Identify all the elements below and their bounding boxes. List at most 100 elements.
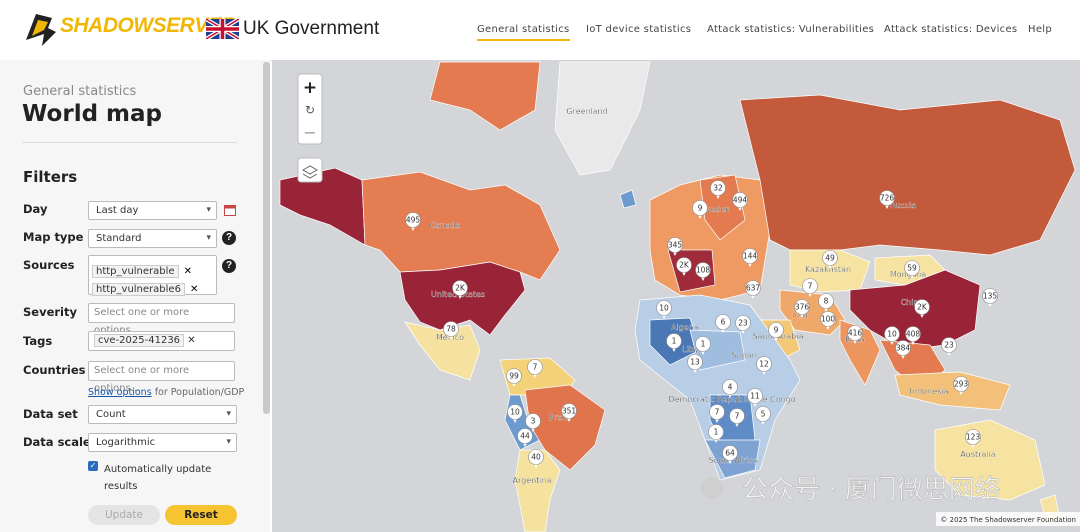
marker-pin [506,368,522,384]
marker[interactable]: 5 [755,406,771,426]
marker[interactable]: 7 [527,359,543,379]
marker-pin [732,192,748,208]
marker[interactable]: 78 [443,321,459,341]
marker-label: 13 [690,358,700,367]
marker[interactable]: 416 [847,325,863,345]
marker[interactable]: 3 [525,413,541,433]
marker-label: 2K [917,303,928,312]
marker-label: 99 [509,372,519,381]
checkbox-label-line: Automatically update [104,464,212,475]
map-type-select[interactable]: Standard [88,229,217,248]
marker[interactable]: 1 [666,333,682,353]
marker[interactable]: 10 [884,326,900,346]
marker[interactable]: 7 [729,408,745,428]
marker[interactable]: 59 [904,260,920,280]
nav-link[interactable]: General statistics [477,24,570,41]
marker[interactable]: 2K [914,299,930,319]
marker[interactable]: 144 [742,248,758,268]
marker-label: 7 [735,412,740,421]
marker[interactable]: 64 [722,445,738,465]
marker[interactable]: 12 [756,356,772,376]
field-label: Tags [23,334,53,348]
marker[interactable]: 23 [735,315,751,335]
country-label: Kazakhstan [805,265,851,274]
marker[interactable]: 8 [818,293,834,313]
reset-button[interactable]: Reset [165,505,237,525]
layers-button[interactable] [297,157,323,183]
data-set-select[interactable]: Count [88,405,237,424]
marker[interactable]: 293 [953,376,969,396]
marker[interactable]: 384 [895,340,911,360]
help-icon[interactable]: ? [222,231,236,245]
marker[interactable]: 408 [905,326,921,346]
marker-label: 123 [966,433,981,442]
marker[interactable]: 376 [794,299,810,319]
zoom-in[interactable]: + [303,78,317,98]
marker[interactable]: 108 [695,262,711,282]
marker[interactable]: 726 [879,190,895,210]
marker[interactable]: 2K [452,280,468,300]
marker[interactable]: 11 [747,388,763,408]
marker-label: 2K [679,261,690,270]
marker-pin [822,250,838,266]
update-button[interactable]: Update [88,505,160,525]
checkbox[interactable]: ✓ [88,461,98,471]
marker[interactable]: 494 [732,192,748,212]
sources-input[interactable]: http_vulnerable ✕ http_vulnerable6 ✕ [88,255,217,297]
marker-label: 494 [733,196,748,205]
marker[interactable]: 49 [822,250,838,270]
day-select[interactable]: Last day [88,201,217,220]
scrollbar[interactable] [263,62,270,414]
marker[interactable]: 6 [715,314,731,334]
marker[interactable]: 351 [561,403,577,423]
marker[interactable]: 123 [965,429,981,449]
tags-input[interactable]: cve-2025-41236 ✕ [88,331,235,351]
help-icon[interactable]: ? [222,259,236,273]
show-options-link[interactable]: Show options [88,387,152,398]
marker[interactable]: 32 [710,180,726,200]
reset-view[interactable]: ↻ [305,103,315,117]
country-label: South Africa [709,456,758,465]
marker[interactable]: 23 [941,337,957,357]
marker[interactable]: 1 [708,424,724,444]
marker[interactable]: 345 [667,237,683,257]
data-scale-select[interactable]: Logarithmic [88,433,237,452]
nav-link[interactable]: Attack statistics: Vulnerabilities [707,24,875,35]
marker[interactable]: 10 [507,404,523,424]
marker[interactable]: 13 [687,354,703,374]
layers-icon [301,165,319,179]
marker-label: 2K [455,284,466,293]
marker[interactable]: 2K [676,257,692,277]
zoom-out[interactable]: − [303,123,316,142]
marker[interactable]: 1 [695,336,711,356]
marker-label: 100 [821,315,836,324]
marker[interactable]: 9 [768,322,784,342]
severity-input[interactable]: Select one or more options... [88,303,235,336]
marker[interactable]: 99 [506,368,522,388]
countries-input[interactable]: Select one or more options... [88,361,235,394]
marker-pin [905,326,921,342]
marker[interactable]: 4 [722,379,738,399]
nav-link[interactable]: IoT device statistics [586,24,692,35]
marker[interactable]: 7 [709,404,725,424]
marker-label: 10 [659,304,669,313]
marker-label: 64 [725,449,735,458]
calendar-icon[interactable] [224,204,236,216]
marker[interactable]: 100 [820,311,836,331]
marker-label: 1 [701,340,706,349]
marker[interactable]: 9 [692,200,708,220]
marker[interactable]: 7 [802,278,818,298]
marker[interactable]: 637 [745,280,761,300]
marker[interactable]: 135 [982,288,998,308]
watermark: 公众号 · 厦门微思网络 [701,475,1001,505]
country-label: the Congo [754,395,795,404]
marker-label: 384 [896,344,911,353]
tag: http_vulnerable6 ✕ [92,277,198,297]
marker[interactable]: 44 [517,428,533,448]
marker[interactable]: 10 [656,300,672,320]
nav-link[interactable]: Help [1028,24,1052,35]
marker[interactable]: 40 [528,449,544,469]
marker[interactable]: 495 [405,212,421,232]
nav-link[interactable]: Attack statistics: Devices [884,24,1018,35]
